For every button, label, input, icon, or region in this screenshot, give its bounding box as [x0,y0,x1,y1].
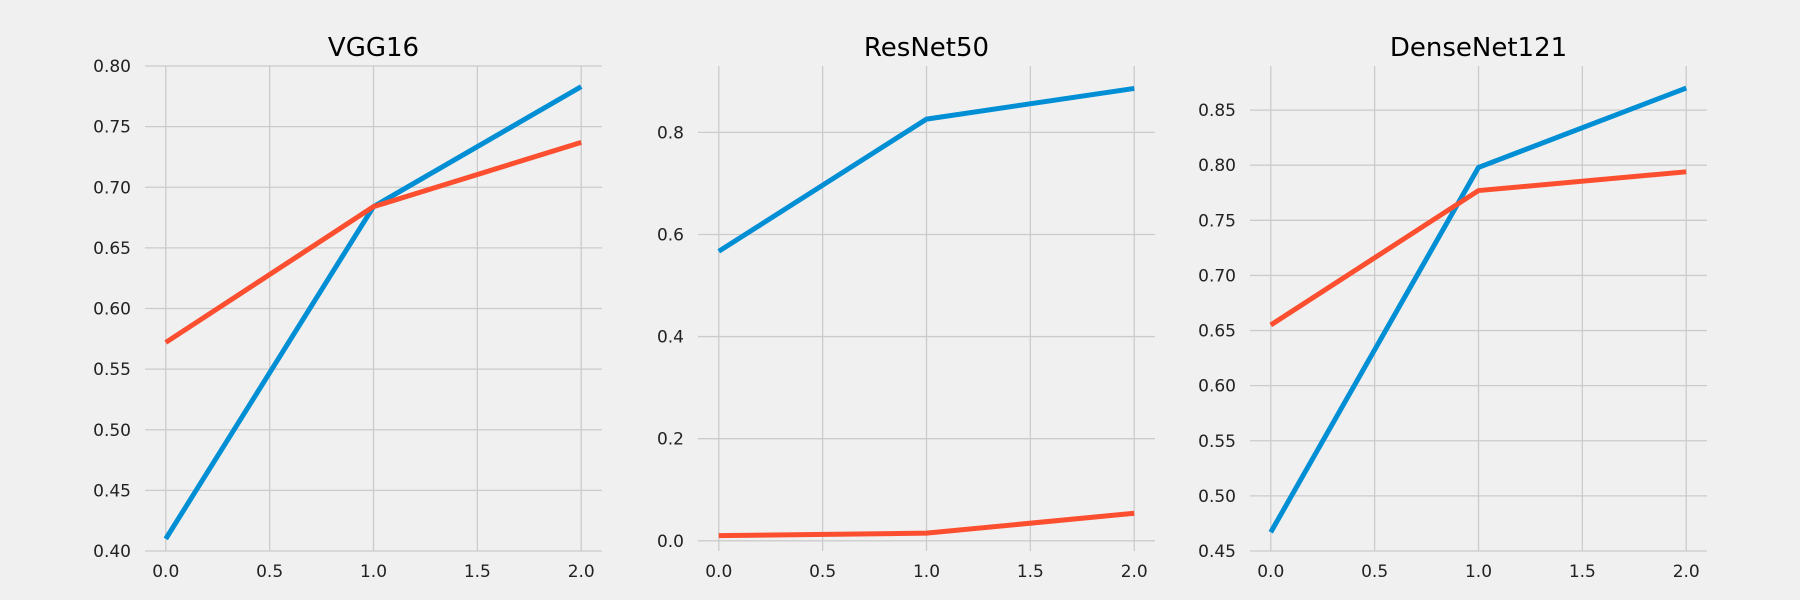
y-tick-label: 0.65 [1198,322,1236,342]
y-tick-label: 0.40 [93,542,131,562]
x-tick-label: 1.5 [1017,562,1044,582]
x-tick-label: 0.5 [1361,562,1388,582]
subplot-title: DenseNet121 [1390,33,1567,63]
x-tick-label: 2.0 [1121,562,1148,582]
series-line-2 [1269,169,1687,328]
x-tick-label: 0.5 [809,562,836,582]
y-tick-label: 0.6 [657,225,684,245]
x-tick-label: 1.5 [464,562,491,582]
y-tick-label: 0.0 [657,532,684,552]
y-tick-label: 0.75 [1198,211,1236,231]
y-tick-label: 0.85 [1198,101,1236,121]
y-tick-label: 0.65 [93,239,131,259]
x-tick-label: 1.5 [1569,562,1596,582]
x-tick-label: 1.0 [1465,562,1492,582]
x-tick-label: 0.0 [1257,562,1284,582]
y-tick-label: 0.8 [657,123,684,143]
series-line-1 [717,85,1135,254]
y-tick-label: 0.75 [93,118,131,138]
y-tick-label: 0.60 [1198,377,1236,397]
subplot-resnet50: 0.0 0.5 1.0 1.5 2.0 0.0 0.2 0.4 0.6 0.8 ResNet50 [657,33,1155,582]
x-tick-label: 0.0 [705,562,732,582]
subplot-title: VGG16 [328,33,419,63]
y-tick-label: 0.55 [93,360,131,380]
subplot-title: ResNet50 [864,33,989,63]
y-tick-label: 0.60 [93,300,131,320]
y-tick-label: 0.80 [1198,156,1236,176]
series-line-2 [718,510,1135,539]
x-tick-label: 0.5 [256,562,283,582]
x-tick-label: 2.0 [1673,562,1700,582]
subplot-vgg16: 0.0 0.5 1.0 1.5 2.0 0.40 0.45 0.50 0.55 0.60 0.65 0… [93,33,602,582]
y-tick-label: 0.2 [657,430,684,450]
x-tick-label: 1.0 [360,562,387,582]
y-tick-label: 0.4 [657,328,684,348]
y-tick-label: 0.55 [1198,432,1236,452]
series-line-1 [1268,85,1688,534]
y-tick-label: 0.45 [1198,542,1236,562]
y-tick-label: 0.70 [1198,266,1236,286]
y-tick-label: 0.45 [93,481,131,501]
y-tick-label: 0.50 [93,421,131,441]
x-tick-label: 1.0 [913,562,940,582]
subplot-densenet121: 0.0 0.5 1.0 1.5 2.0 0.45 0.50 0.55 0.60 0.65 0.70 0… [1198,33,1707,582]
y-tick-label: 0.50 [1198,487,1236,507]
x-tick-label: 2.0 [568,562,595,582]
x-tick-label: 0.0 [152,562,179,582]
y-tick-label: 0.70 [93,178,131,198]
y-tick-label: 0.80 [93,57,131,77]
series-line-2 [164,140,582,345]
